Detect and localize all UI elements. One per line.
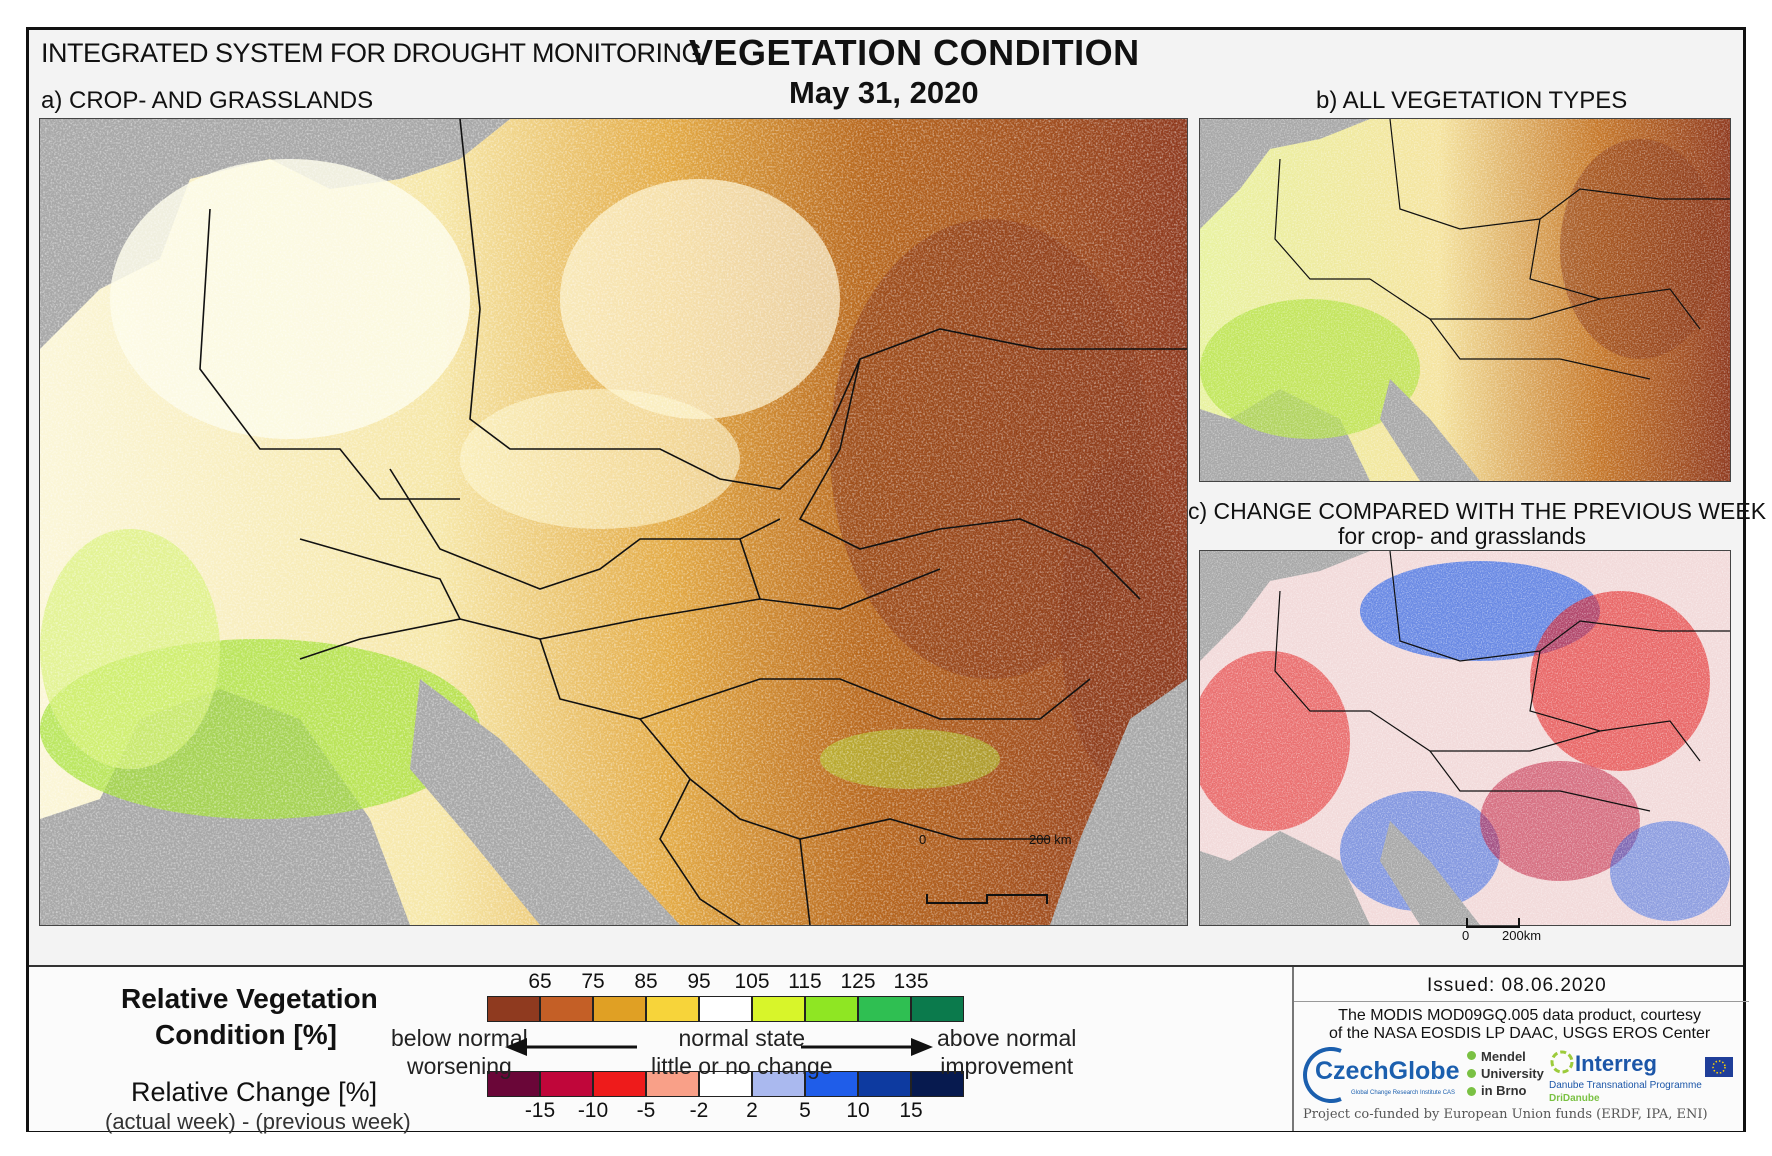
- condition-swatch: [752, 996, 805, 1022]
- relative-change-title: Relative Change [%]: [131, 1077, 378, 1107]
- condition-swatch: [911, 996, 964, 1022]
- courtesy-line2: of the NASA EOSDIS LP DAAC, USGS EROS Ce…: [1329, 1025, 1711, 1042]
- condition-swatch: [593, 996, 646, 1022]
- worsening-label: worsening: [406, 1053, 512, 1079]
- change-swatch: [752, 1071, 805, 1097]
- right-arrow-icon: [801, 1038, 933, 1056]
- scalebar-c-end: 200km: [1502, 928, 1542, 943]
- change-tick-label: 5: [799, 1099, 811, 1122]
- change-swatch: [805, 1071, 858, 1097]
- change-swatch: [858, 1071, 911, 1097]
- scalebar-c: [1466, 918, 1520, 928]
- change-swatch: [699, 1071, 752, 1097]
- map-crop-grasslands: [39, 118, 1188, 926]
- change-tick-label: -2: [689, 1099, 709, 1122]
- czechglobe-arc-icon: [1303, 1047, 1342, 1103]
- credits-divider: [1294, 1001, 1749, 1002]
- map-all-vegetation: [1199, 118, 1731, 482]
- czechglobe-name: CzechGlobe: [1315, 1057, 1460, 1085]
- condition-swatch: [540, 996, 593, 1022]
- change-swatch: [911, 1071, 964, 1097]
- scalebar-c-zero: 0: [1462, 928, 1470, 943]
- data-courtesy: The MODIS MOD09GQ.005 data product, cour…: [1329, 1007, 1710, 1043]
- condition-swatch: [699, 996, 752, 1022]
- change-swatch: [540, 1071, 593, 1097]
- condition-tick-label: 115: [788, 970, 822, 993]
- czechglobe-logo: CzechGlobe Global Change Research Instit…: [1301, 1047, 1461, 1103]
- change-swatch: [593, 1071, 646, 1097]
- map-c-svg: [1200, 551, 1730, 925]
- funding-note: Project co-funded by European Union fund…: [1303, 1107, 1708, 1122]
- map-date: May 31, 2020: [789, 75, 979, 110]
- map-a-svg: [40, 119, 1187, 925]
- above-normal-label: above normal: [937, 1025, 1077, 1051]
- legend-divider: [1292, 967, 1294, 1131]
- interreg-logo: Interreg Danube Transnational Programme …: [1549, 1045, 1739, 1107]
- change-tick-label: -10: [577, 1099, 609, 1122]
- mendel-line2: University: [1481, 1066, 1544, 1081]
- page-title: VEGETATION CONDITION: [689, 32, 1140, 73]
- legend-left-text: below normal worsening: [391, 1024, 528, 1080]
- change-tick-label: 10: [846, 1099, 870, 1122]
- change-swatch: [487, 1071, 540, 1097]
- dridanube-name: DriDanube: [1549, 1093, 1600, 1104]
- change-tick-label: -15: [524, 1099, 556, 1122]
- change-swatch: [646, 1071, 699, 1097]
- condition-tick-label: 105: [734, 970, 770, 993]
- little-change-label: little or no change: [651, 1053, 833, 1079]
- left-arrow-icon: [505, 1038, 637, 1056]
- legend-title-line2: Condition [%]: [155, 1019, 337, 1050]
- country-borders: [199, 119, 1187, 925]
- panel-b-label: b) ALL VEGETATION TYPES: [1316, 87, 1628, 114]
- legend-title-line1: Relative Vegetation: [121, 983, 378, 1014]
- panel-c-label: c) CHANGE COMPARED WITH THE PREVIOUS WEE…: [1188, 498, 1767, 524]
- condition-tick-label: 95: [687, 970, 711, 993]
- mendel-dot-icon: [1467, 1069, 1476, 1078]
- map-frame: INTEGRATED SYSTEM FOR DROUGHT MONITORING…: [26, 27, 1766, 1134]
- map-b-svg: [1200, 119, 1730, 481]
- scalebar-a-end: 200 km: [1029, 832, 1072, 847]
- condition-swatch: [487, 996, 540, 1022]
- czechglobe-subtitle: Global Change Research Institute CAS: [1351, 1090, 1456, 1096]
- scalebar-a-zero: 0: [919, 832, 927, 847]
- mendel-dot-icon: [1467, 1087, 1476, 1096]
- legend-right-text: above normal improvement: [937, 1024, 1076, 1080]
- courtesy-line1: The MODIS MOD09GQ.005 data product, cour…: [1338, 1007, 1701, 1024]
- map-weekly-change: [1199, 550, 1731, 926]
- interreg-name: Interreg: [1575, 1051, 1657, 1076]
- condition-swatch: [858, 996, 911, 1022]
- change-tick-label: -5: [636, 1099, 656, 1122]
- interreg-swirl-icon: [1550, 1050, 1574, 1074]
- below-normal-label: below normal: [391, 1025, 528, 1051]
- mendel-dot-icon: [1467, 1051, 1476, 1060]
- change-tick-label: 2: [746, 1099, 758, 1122]
- issued-date: Issued: 08.06.2020: [1427, 975, 1607, 996]
- interreg-programme: Danube Transnational Programme: [1549, 1080, 1702, 1091]
- condition-tick-label: 135: [893, 970, 929, 993]
- eu-flag-icon: [1705, 1057, 1733, 1077]
- condition-tick-label: 125: [840, 970, 876, 993]
- scalebar-a: [926, 894, 1048, 904]
- condition-swatch: [805, 996, 858, 1022]
- mendel-logo: Mendel University in Brno: [1467, 1049, 1547, 1109]
- condition-tick-label: 65: [528, 970, 552, 993]
- condition-tick-label: 75: [581, 970, 605, 993]
- relative-change-subtitle: (actual week) - (previous week): [105, 1109, 411, 1134]
- legend-title: Relative Vegetation Condition [%]: [121, 981, 378, 1053]
- mendel-line3: in Brno: [1481, 1083, 1527, 1098]
- panel-a-label: a) CROP- AND GRASSLANDS: [41, 87, 374, 114]
- condition-tick-label: 85: [634, 970, 658, 993]
- mendel-line1: Mendel: [1481, 1049, 1526, 1064]
- panel-c-sublabel: for crop- and grasslands: [1338, 523, 1587, 549]
- improvement-label: improvement: [940, 1053, 1074, 1079]
- normal-state-label: normal state: [678, 1025, 806, 1051]
- system-name: INTEGRATED SYSTEM FOR DROUGHT MONITORING: [41, 38, 703, 68]
- legend-center-text: normal state little or no change: [651, 1024, 833, 1080]
- legend-panel: Relative Vegetation Condition [%] Relati…: [29, 965, 1749, 1134]
- change-tick-label: 15: [899, 1099, 923, 1122]
- condition-swatch: [646, 996, 699, 1022]
